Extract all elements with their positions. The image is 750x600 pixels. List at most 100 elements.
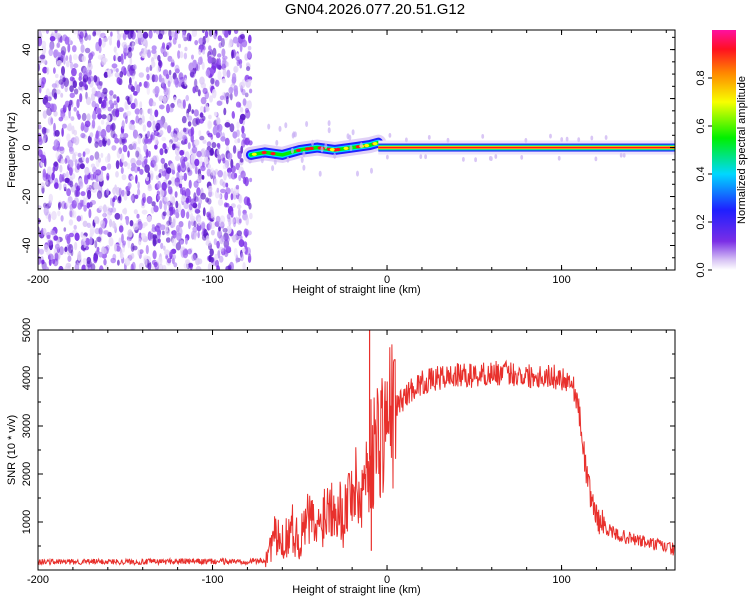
noise-cell xyxy=(182,99,186,109)
noise-cell xyxy=(174,177,180,183)
noise-cell xyxy=(101,247,107,255)
noise-cell xyxy=(133,129,137,138)
noise-cell xyxy=(200,45,206,52)
noise-cell xyxy=(163,121,168,130)
noise-cell xyxy=(188,103,192,113)
noise-cell xyxy=(102,37,109,42)
noise-cell xyxy=(242,262,246,270)
noise-cell xyxy=(217,198,224,206)
noise-cell xyxy=(223,171,227,181)
noise-cell xyxy=(120,167,124,174)
noise-cell xyxy=(119,252,124,260)
noise-cell xyxy=(116,77,121,84)
noise-cell xyxy=(186,32,191,42)
noise-cell xyxy=(233,66,238,73)
noise-cell xyxy=(206,141,212,147)
noise-cell xyxy=(162,230,165,236)
noise-cell xyxy=(198,130,202,137)
noise-cell xyxy=(76,163,81,170)
noise-cell xyxy=(148,30,153,39)
noise-cell xyxy=(118,107,124,113)
noise-cell xyxy=(154,86,160,95)
noise-cell xyxy=(50,117,54,125)
noise-cell xyxy=(83,205,87,212)
noise-cell xyxy=(91,119,96,129)
noise-cell xyxy=(38,124,42,130)
track-noise xyxy=(284,122,288,129)
noise-cell xyxy=(225,202,230,208)
noise-cell xyxy=(133,91,138,96)
noise-cell xyxy=(55,33,62,38)
noise-cell xyxy=(246,66,251,72)
noise-cell xyxy=(162,245,166,251)
track-noise xyxy=(292,131,296,138)
noise-cell xyxy=(168,35,172,41)
noise-cell xyxy=(135,115,139,124)
noise-cell xyxy=(197,202,201,210)
track-noise xyxy=(311,139,314,146)
noise-cell xyxy=(158,74,162,83)
noise-cell xyxy=(197,89,201,97)
noise-cell xyxy=(128,253,133,261)
track-noise xyxy=(286,156,290,163)
noise-cell xyxy=(182,127,187,133)
noise-cell xyxy=(124,190,128,196)
noise-cell xyxy=(38,36,43,47)
noise-cell xyxy=(184,77,188,87)
noise-cell xyxy=(69,85,74,93)
noise-cell xyxy=(230,165,236,174)
noise-cell xyxy=(179,171,183,181)
noise-cell xyxy=(91,87,96,95)
noise-cell xyxy=(49,40,55,51)
carrier-noise xyxy=(427,135,431,140)
noise-cell xyxy=(58,182,62,191)
y-axis-label: SNR (10 * v/v) xyxy=(6,415,18,485)
noise-cell xyxy=(211,88,217,99)
noise-cell xyxy=(162,95,167,105)
carrier-noise xyxy=(557,155,561,161)
noise-cell xyxy=(78,181,84,189)
noise-cell xyxy=(79,93,83,103)
noise-cell xyxy=(129,56,133,66)
noise-cell xyxy=(76,251,82,261)
noise-cell xyxy=(100,119,105,125)
noise-cell xyxy=(118,237,122,247)
noise-cell xyxy=(175,155,181,162)
noise-cell xyxy=(196,187,201,197)
noise-cell xyxy=(41,30,46,34)
noise-cell xyxy=(175,200,179,209)
track-noise xyxy=(290,147,294,154)
noise-cell xyxy=(228,42,232,48)
noise-cell xyxy=(169,163,175,170)
noise-cell xyxy=(73,136,80,146)
noise-cell xyxy=(58,265,64,270)
noise-cell xyxy=(74,159,78,168)
noise-cell xyxy=(202,49,206,55)
carrier-noise xyxy=(619,152,623,158)
track-noise xyxy=(327,120,331,127)
noise-cell xyxy=(194,209,201,214)
noise-cell xyxy=(208,45,212,51)
snr-series xyxy=(38,330,675,568)
noise-cell xyxy=(73,106,77,112)
noise-cell xyxy=(43,266,49,270)
colorbar-tick-label: 0.4 xyxy=(695,166,707,181)
noise-cell xyxy=(216,240,220,249)
noise-cell xyxy=(202,207,206,217)
noise-cell xyxy=(62,172,67,178)
track-noise xyxy=(271,165,275,172)
noise-cell xyxy=(189,263,193,270)
colorbar-tick-label: 0.2 xyxy=(695,214,707,229)
noise-cell xyxy=(172,218,176,228)
noise-cell xyxy=(55,73,59,79)
noise-cell xyxy=(153,261,158,268)
noise-cell xyxy=(112,94,117,99)
noise-cell xyxy=(152,155,158,165)
noise-cell xyxy=(237,150,242,160)
y-tick-label: 0 xyxy=(21,144,33,150)
carrier-noise xyxy=(524,138,528,143)
noise-cell xyxy=(66,125,72,131)
noise-cell xyxy=(242,98,247,106)
noise-cell xyxy=(98,96,103,104)
